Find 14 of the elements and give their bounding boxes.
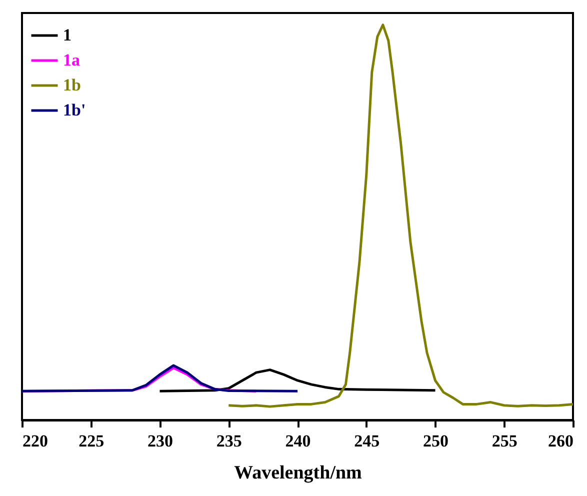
legend-label: 1b'	[63, 100, 86, 120]
x-axis-title: Wavelength/nm	[234, 462, 362, 484]
x-tick-label: 220	[22, 432, 48, 450]
x-tick-label: 225	[78, 432, 104, 450]
x-tick-label: 260	[548, 432, 574, 450]
x-tick-label: 240	[285, 432, 311, 450]
x-tick-label: 250	[423, 432, 448, 450]
legend-label: 1	[63, 26, 72, 44]
legend-label: 1b	[63, 76, 81, 94]
x-tick-label: 230	[148, 432, 173, 450]
x-tick-label: 245	[354, 432, 380, 450]
x-tick-label: 255	[492, 432, 518, 450]
x-tick-label: 235	[216, 432, 242, 450]
legend-label: 1a	[63, 50, 80, 70]
